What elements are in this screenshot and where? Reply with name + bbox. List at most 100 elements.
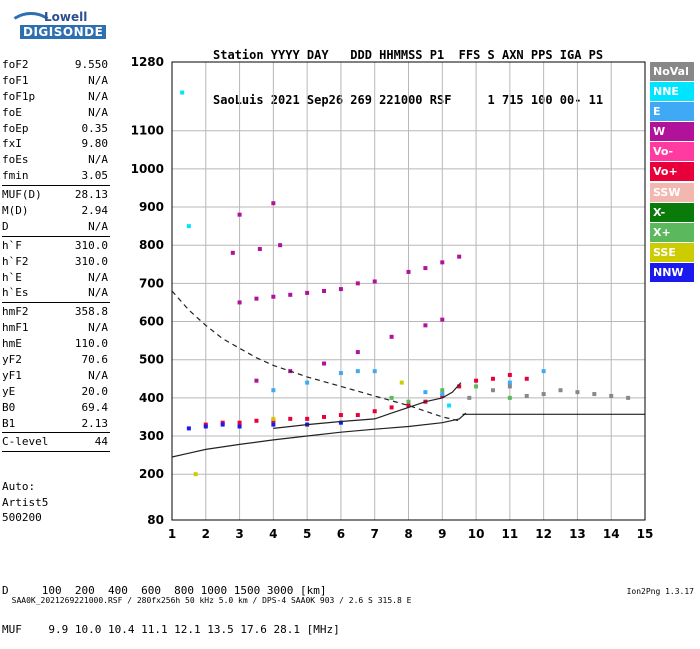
param-separator: [2, 235, 110, 237]
param-value: 28.13: [74, 188, 108, 202]
data-point-noval: [490, 388, 495, 393]
x-tick-label: 11: [502, 527, 519, 541]
data-point-sse: [399, 380, 404, 385]
logo-arc-icon: [8, 12, 54, 44]
data-point-noval: [524, 393, 529, 398]
param-name: foF1p: [2, 89, 36, 103]
data-point-vo: [305, 416, 310, 421]
data-point-w: [257, 247, 262, 252]
data-point-x: [507, 395, 512, 400]
y-tick-label: 700: [139, 276, 164, 290]
param-name: yF1: [2, 368, 22, 382]
data-point-nne: [180, 90, 185, 95]
footer-file-info: SAA0K_2021269221000.RSF / 280fx256h 50 k…: [11, 596, 412, 605]
data-point-vo: [406, 403, 411, 408]
param-name: hmF2: [2, 305, 29, 319]
param-row-hmf2: hmF2 358.8: [2, 304, 110, 320]
data-point-vo: [524, 376, 529, 381]
param-row-foes: foEs N/A: [2, 152, 110, 168]
y-tick-label: 300: [139, 429, 164, 443]
data-point-nne: [186, 224, 191, 229]
param-name: foE: [2, 105, 22, 119]
param-name: h`Es: [2, 286, 29, 300]
data-point-w: [355, 281, 360, 286]
param-value: 9.550: [74, 58, 108, 71]
profile-curve-solid: [171, 412, 467, 458]
param-separator: [2, 432, 110, 434]
logo-line2: DIGISONDE: [20, 25, 107, 39]
data-point-vo: [338, 413, 343, 418]
data-point-e: [507, 380, 512, 385]
param-name: foEs: [2, 153, 29, 167]
data-point-noval: [575, 390, 580, 395]
param-value: 20.0: [81, 384, 109, 398]
param-value: 70.6: [81, 353, 109, 367]
data-point-vo: [474, 378, 479, 383]
legend-item-ssw: SSW: [650, 182, 694, 202]
header-values: SaoLuis 2021 Sep26 269 221000 RSF 1 715 …: [213, 93, 604, 107]
param-row-fmin: fmin 3.05: [2, 168, 110, 184]
data-point-w: [237, 212, 242, 217]
param-row-b1: B1 2.13: [2, 416, 110, 432]
param-value: 310.0: [74, 254, 108, 268]
data-point-w: [278, 243, 283, 248]
param-name: fmin: [2, 169, 29, 183]
data-point-w: [440, 260, 445, 265]
auto-version: 500200: [2, 511, 42, 524]
data-point-w: [372, 279, 377, 284]
param-value: 69.4: [81, 400, 109, 414]
data-point-nnw: [338, 420, 343, 425]
param-value: 2.13: [81, 416, 109, 430]
x-tick-label: 6: [337, 527, 345, 541]
data-point-vo: [457, 384, 462, 389]
data-point-w: [271, 201, 276, 206]
param-name: foF2: [2, 58, 29, 71]
auto-program: Artist5: [2, 495, 49, 509]
legend-item-x: X-: [650, 202, 694, 222]
param-name: yF2: [2, 353, 22, 367]
param-value: 358.8: [74, 305, 108, 319]
ionogram-chart: 1 2 3 4 5 6 7 8 9 10 11 12 13 14 158020030040050060070…: [131, 55, 654, 541]
param-name: D: [2, 219, 9, 233]
x-tick-label: 4: [269, 527, 277, 541]
data-point-e: [355, 369, 360, 374]
scaled-parameters-panel: foF2 9.550 foF1 N/A foF1p N/A foE N/A foEp 0.35 fx…: [2, 57, 110, 453]
profile-curve-solid: [273, 382, 462, 429]
y-tick-label: 800: [139, 238, 164, 252]
param-name: yE: [2, 384, 16, 398]
data-point-vo: [237, 420, 242, 425]
legend-item-x: X+: [650, 222, 694, 242]
data-point-nnw: [220, 422, 225, 427]
param-row-hmf1: hmF1 N/A: [2, 320, 110, 336]
data-point-nnw: [186, 426, 191, 431]
data-point-w: [288, 292, 293, 297]
data-point-noval: [592, 392, 597, 397]
param-value: N/A: [88, 270, 108, 284]
param-value: N/A: [88, 105, 108, 119]
data-point-sse: [271, 416, 276, 421]
param-value: 110.0: [74, 337, 108, 351]
param-row-ye: yE 20.0: [2, 384, 110, 400]
param-name: h`E: [2, 270, 22, 284]
x-tick-label: 10: [468, 527, 485, 541]
param-separator: [2, 185, 110, 187]
param-value: 2.94: [81, 204, 109, 218]
data-point-nnw: [237, 424, 242, 429]
y-tick-label: 400: [139, 391, 164, 405]
data-point-x: [474, 384, 479, 389]
param-value: N/A: [88, 368, 108, 382]
data-point-w: [423, 266, 428, 271]
data-point-e: [338, 371, 343, 376]
param-row-hf2: h`F2 310.0: [2, 254, 110, 270]
param-name: hmE: [2, 337, 22, 351]
param-value: 3.05: [81, 169, 109, 183]
data-point-vo: [322, 414, 327, 419]
x-tick-label: 8: [404, 527, 412, 541]
param-name: foEp: [2, 121, 29, 135]
data-point-vo: [372, 409, 377, 414]
data-point-e: [305, 380, 310, 385]
x-tick-label: 15: [637, 527, 654, 541]
data-point-noval: [626, 395, 631, 400]
data-point-x: [440, 388, 445, 393]
data-point-nne: [447, 403, 452, 408]
